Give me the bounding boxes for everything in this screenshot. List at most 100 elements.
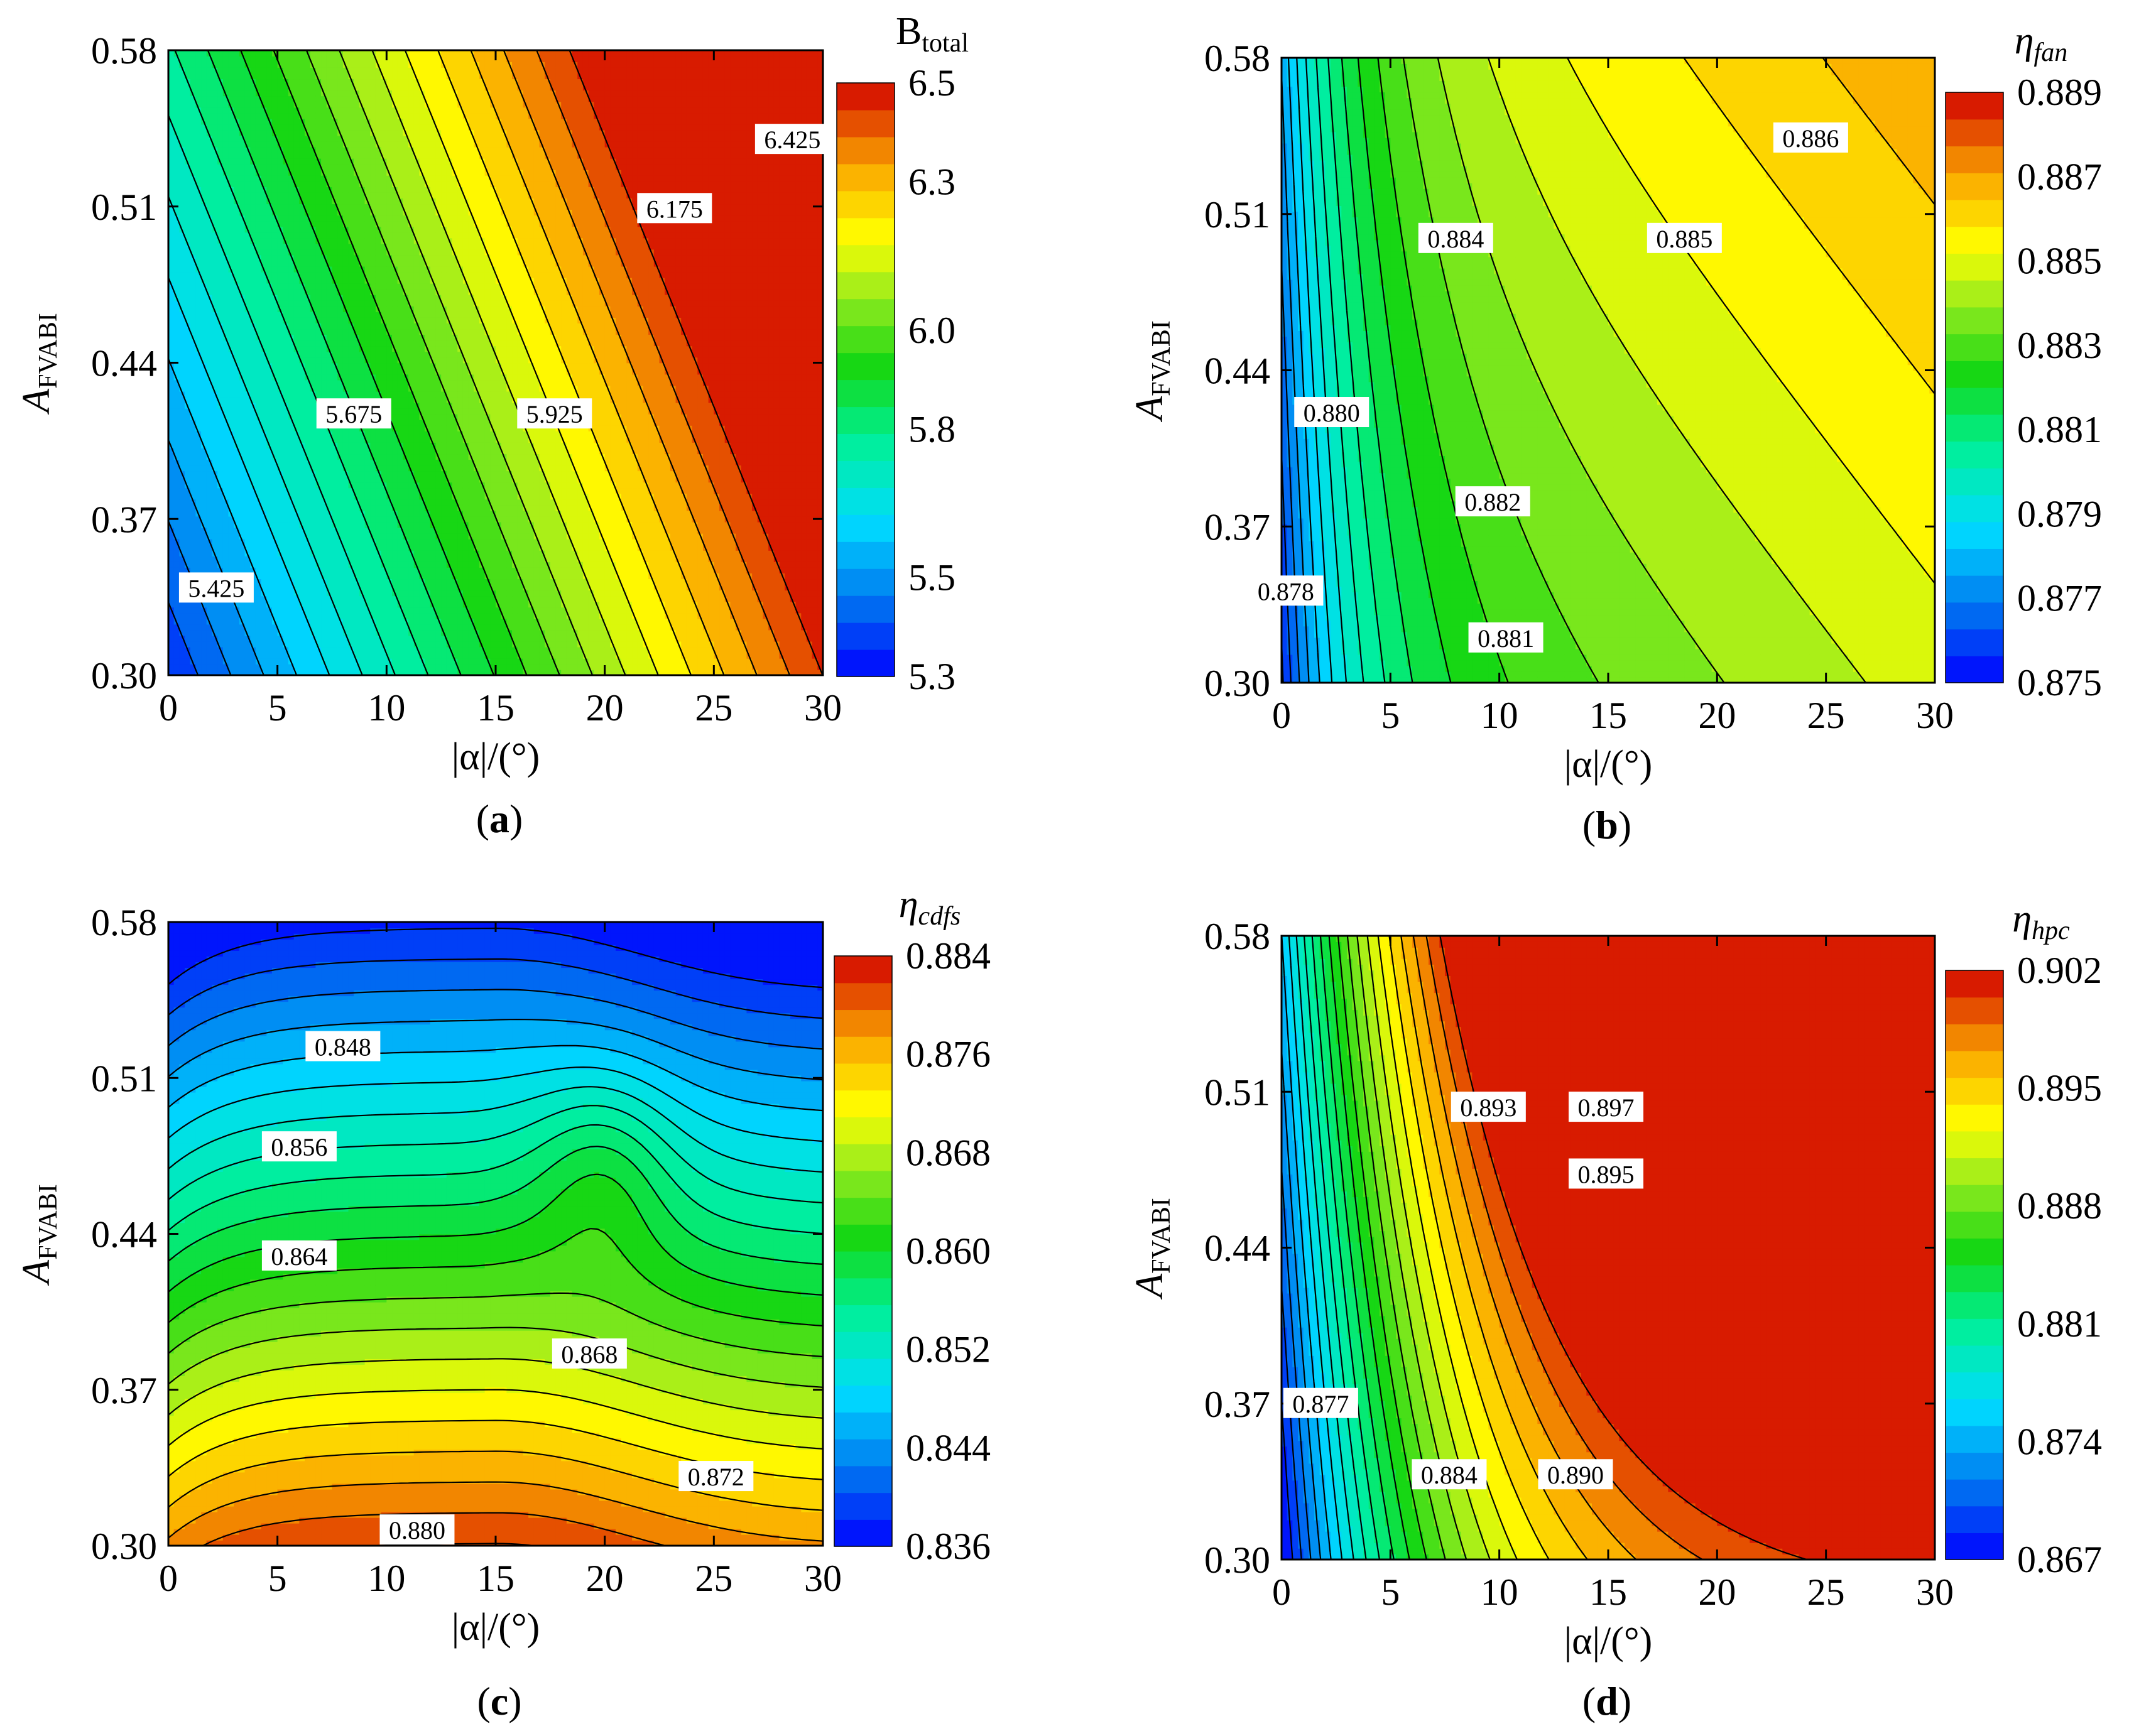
colorbar-swatch-1-16 [837, 217, 895, 246]
y-tick-label-3-2: 0.44 [91, 1214, 157, 1256]
colorbar-swatch-3-21 [834, 956, 892, 984]
colorbar-swatch-4-6 [1946, 1372, 2003, 1399]
contour-label-box-2-1 [1294, 397, 1369, 428]
contour-label-box-1-0 [178, 572, 254, 603]
x-tick-label-3-1: 5 [268, 1558, 287, 1599]
colorbar-tick-3-0: 0.884 [906, 935, 991, 977]
contour-lines-1 [168, 50, 823, 675]
contour-label-2-3: 0.882 [1464, 488, 1521, 516]
colorbar-swatch-2-19 [1946, 146, 2003, 173]
colorbar-swatch-2-17 [1946, 199, 2003, 227]
colorbar-swatch-1-5 [837, 514, 895, 542]
y-tick-label-2-1: 0.37 [1204, 506, 1270, 548]
x-tick-label-4-5: 25 [1807, 1571, 1845, 1613]
colorbar-tick-1-2: 5.8 [908, 408, 955, 450]
colorbar-swatch-4-3 [1946, 1452, 2003, 1480]
colorbar-title-2: ηfan [2015, 19, 2067, 67]
contour-label-4-5: 0.895 [1578, 1160, 1635, 1188]
colorbar-swatch-4-20 [1946, 997, 2003, 1024]
colorbar-swatch-1-17 [837, 190, 895, 219]
x-axis-label-1: |α|/(°) [452, 735, 540, 778]
colorbar-swatch-4-0 [1946, 1533, 2003, 1560]
y-tick-label-3-4: 0.58 [91, 902, 157, 943]
contour-label-box-3-4 [678, 1461, 754, 1492]
colorbar-swatch-1-0 [837, 649, 895, 677]
contour-label-1-4: 6.425 [764, 126, 820, 154]
colorbar-tick-1-0: 5.3 [908, 656, 955, 697]
colorbar-swatch-3-7 [834, 1332, 892, 1359]
contour-lines-4 [1282, 936, 1807, 1560]
y-tick-label-4-1: 0.37 [1204, 1384, 1270, 1425]
colorbar-tick-3-6: 0.836 [906, 1526, 991, 1567]
x-tick-label-3-0: 0 [159, 1558, 178, 1599]
colorbar-swatch-1-6 [837, 487, 895, 515]
colorbar-swatch-4-21 [1946, 970, 2003, 998]
colorbar-swatch-1-7 [837, 460, 895, 488]
colorbar-swatch-3-1 [834, 1492, 892, 1520]
y-tick-label-4-2: 0.44 [1204, 1228, 1270, 1269]
contour-label-1-3: 6.175 [646, 195, 703, 223]
colorbar-tick-2-3: 0.881 [2017, 409, 2102, 450]
colorbar-swatch-4-19 [1946, 1024, 2003, 1051]
colorbar-swatch-1-12 [837, 325, 895, 354]
colorbar-swatch-1-18 [837, 163, 895, 192]
x-tick-label-4-3: 15 [1589, 1571, 1627, 1613]
colorbar-swatch-3-18 [834, 1036, 892, 1064]
y-tick-label-1-4: 0.58 [91, 30, 157, 72]
colorbar-swatch-3-14 [834, 1144, 892, 1171]
x-tick-label-2-4: 20 [1698, 695, 1736, 736]
x-tick-label-4-2: 10 [1481, 1571, 1518, 1613]
chart-panel-1: 0 5 10 15 20 25 30 0.30 0.37 0.44 0.51 0.58 |α|/(°) A… [15, 10, 969, 841]
contour-label-3-2: 0.864 [271, 1242, 327, 1271]
y-tick-label-4-0: 0.30 [1204, 1539, 1270, 1581]
colorbar-swatch-2-21 [1946, 92, 2003, 120]
x-tick-label-3-5: 25 [695, 1558, 732, 1599]
x-tick-label-1-6: 30 [804, 687, 842, 729]
contour-label-box-4-2 [1538, 1459, 1613, 1490]
y-tick-label-4-4: 0.58 [1204, 916, 1270, 957]
y-tick-label-1-0: 0.30 [91, 655, 157, 697]
colorbar-swatch-3-19 [834, 1009, 892, 1037]
colorbar-swatch-1-4 [837, 541, 895, 569]
colorbar-swatch-4-2 [1946, 1479, 2003, 1507]
x-tick-label-2-1: 5 [1381, 695, 1400, 736]
colorbar-tick-2-4: 0.883 [2017, 325, 2102, 366]
y-tick-label-1-2: 0.44 [91, 343, 157, 384]
colorbar-tick-3-1: 0.876 [906, 1034, 991, 1075]
contour-label-box-3-1 [261, 1131, 337, 1162]
colorbar-tick-3-2: 0.868 [906, 1132, 991, 1173]
colorbar-swatch-1-2 [837, 595, 895, 623]
colorbar-4: 0.902 0.895 0.888 0.881 0.874 0.867 ηhpc [1945, 898, 2102, 1580]
colorbar-swatch-3-2 [834, 1465, 892, 1494]
contour-label-4-3: 0.893 [1460, 1093, 1516, 1122]
y-tick-label-3-1: 0.37 [91, 1370, 157, 1411]
contour-label-box-3-2 [261, 1240, 337, 1271]
colorbar-swatch-3-6 [834, 1358, 892, 1386]
colorbar-swatch-3-16 [834, 1090, 892, 1117]
contour-label-box-1-3 [637, 193, 712, 224]
y-tick-label-3-0: 0.30 [91, 1526, 157, 1567]
contour-labels-4: 0.877 0.884 0.890 0.893 0.897 0.895 [1283, 1092, 1644, 1490]
contour-label-box-1-4 [754, 124, 830, 155]
contour-labels-2: 0.878 0.880 0.881 0.882 0.884 0.885 0.886 [1248, 122, 1848, 653]
x-tick-label-2-5: 25 [1807, 695, 1845, 736]
colorbar-swatch-3-20 [834, 982, 892, 1011]
colorbar-tick-2-5: 0.885 [2017, 241, 2102, 282]
contour-label-2-0: 0.878 [1258, 577, 1314, 605]
x-tick-label-4-0: 0 [1272, 1571, 1291, 1613]
colorbar-swatch-4-8 [1946, 1318, 2003, 1346]
x-tick-label-2-3: 15 [1589, 695, 1627, 736]
colorbar-swatch-1-20 [837, 109, 895, 138]
contour-label-box-4-4 [1569, 1092, 1644, 1122]
colorbar-swatch-1-11 [837, 352, 895, 381]
colorbar-swatch-4-9 [1946, 1291, 2003, 1319]
panel-label-2: (b) [1582, 803, 1631, 847]
contour-label-box-2-4 [1418, 222, 1493, 253]
colorbar-swatch-1-21 [837, 83, 895, 111]
contour-label-1-1: 5.675 [325, 400, 382, 428]
colorbar-swatch-2-7 [1946, 468, 2003, 496]
x-tick-label-1-5: 25 [695, 687, 732, 729]
colorbar-tick-4-3: 0.881 [2017, 1303, 2102, 1345]
x-tick-label-4-4: 20 [1698, 1571, 1736, 1613]
colorbar-tick-1-1: 5.5 [908, 557, 955, 599]
